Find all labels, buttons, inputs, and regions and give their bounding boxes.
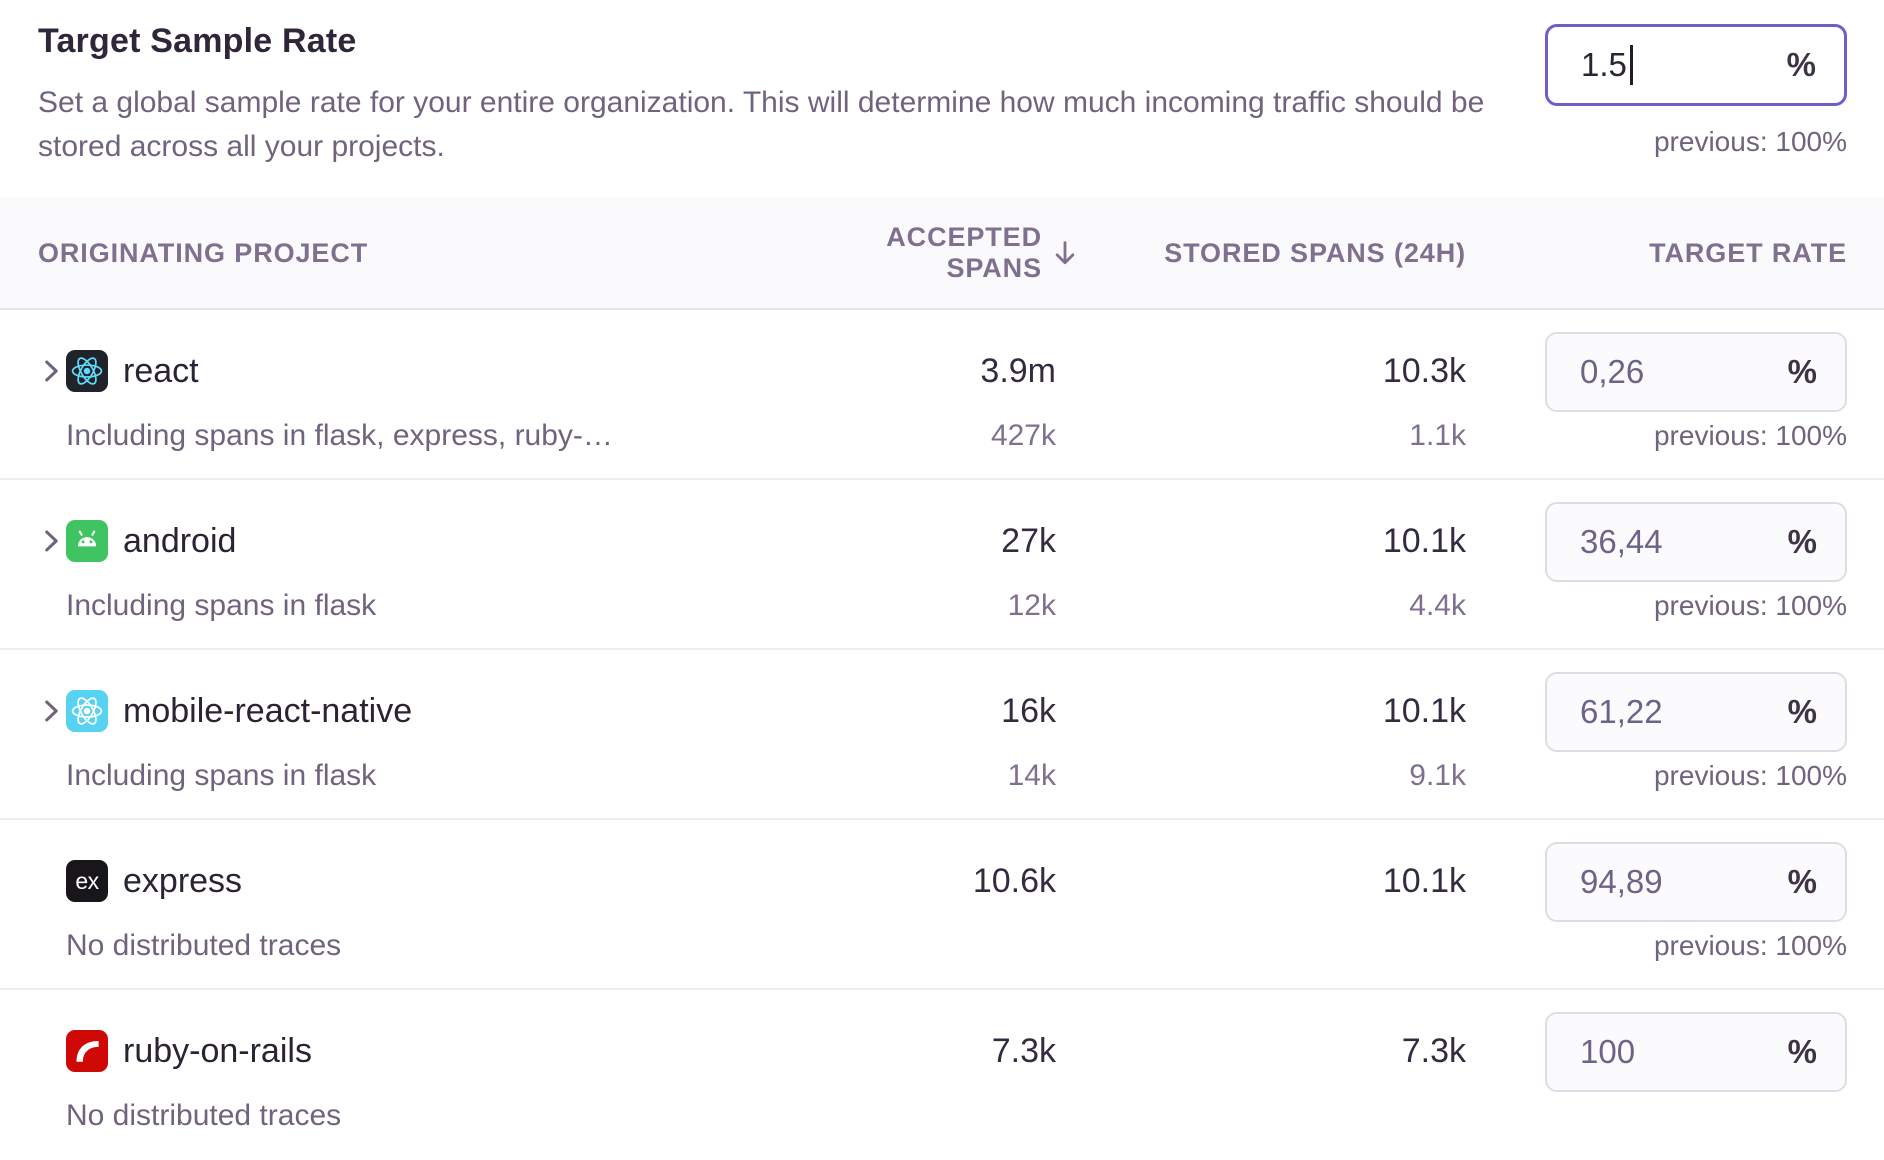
row-rate-value: 100	[1580, 1033, 1636, 1070]
row-subtext: Including spans in flask	[66, 589, 377, 622]
project-name: mobile-react-native	[123, 691, 413, 730]
row-target-rate-input[interactable]: 0,26 %	[1545, 332, 1847, 412]
expand-chevron-icon[interactable]	[38, 698, 66, 724]
table-row: android Including spans in flask 27k 12k…	[0, 480, 1884, 650]
global-sample-rate-value: 1.5	[1581, 46, 1627, 83]
row-rate-value: 61,22	[1580, 693, 1663, 730]
react-icon	[66, 350, 108, 392]
row-target-rate-input[interactable]: 61,22 %	[1545, 672, 1847, 752]
row-rate-value: 94,89	[1580, 863, 1663, 900]
row-rate-value: 0,26	[1580, 353, 1645, 390]
stored-spans-value: 7.3k	[1401, 1031, 1466, 1070]
express-icon: ex	[66, 860, 108, 902]
row-subtext: No distributed traces	[66, 1099, 342, 1132]
column-header-stored-spans: Stored Spans (24h)	[1164, 237, 1466, 268]
percent-suffix: %	[1787, 863, 1817, 900]
column-header-accepted-spans[interactable]: Accepted Spans	[826, 222, 1075, 284]
row-target-rate-input[interactable]: 100 %	[1545, 1012, 1847, 1092]
table-row: ruby-on-rails No distributed traces 7.3k…	[0, 990, 1884, 1160]
percent-suffix: %	[1787, 1033, 1817, 1070]
stored-spans-value: 10.1k	[1382, 691, 1466, 730]
project-name: express	[123, 861, 243, 900]
row-subtext: No distributed traces	[66, 929, 342, 962]
page-description: Set a global sample rate for your entire…	[38, 86, 1485, 163]
percent-suffix: %	[1786, 46, 1816, 83]
accepted-spans-subvalue: 14k	[1007, 759, 1056, 792]
stored-spans-value: 10.3k	[1382, 351, 1466, 390]
page-title: Target Sample Rate	[38, 22, 357, 60]
stored-spans-value: 10.1k	[1382, 861, 1466, 900]
row-previous-label: previous: 100%	[1653, 420, 1847, 451]
global-sample-rate-input[interactable]: 1.5 %	[1545, 24, 1847, 106]
table-row: react Including spans in flask, express,…	[0, 310, 1884, 480]
expand-chevron-icon[interactable]	[38, 528, 66, 554]
percent-suffix: %	[1787, 523, 1817, 560]
row-target-rate-input[interactable]: 36,44 %	[1545, 502, 1847, 582]
accepted-spans-value: 10.6k	[972, 861, 1056, 900]
target-sample-rate-section: Target Sample Rate Set a global sample r…	[0, 0, 1884, 198]
accepted-spans-value: 3.9m	[980, 351, 1056, 390]
previous-rate-label: previous: 100%	[1653, 126, 1847, 157]
row-rate-value: 36,44	[1580, 523, 1663, 560]
table-header: Originating Project Accepted Spans Store…	[0, 198, 1884, 310]
table-row: ex express No distributed traces 10.6k 1…	[0, 820, 1884, 990]
row-previous-label: previous: 100%	[1653, 760, 1847, 791]
row-previous-label: previous: 100%	[1653, 930, 1847, 961]
stored-spans-value: 10.1k	[1382, 521, 1466, 560]
text-cursor	[1629, 45, 1633, 85]
expand-chevron-icon[interactable]	[38, 358, 66, 384]
column-header-originating-project: Originating Project	[38, 237, 369, 268]
accepted-spans-value: 16k	[1001, 691, 1056, 730]
row-target-rate-input[interactable]: 94,89 %	[1545, 842, 1847, 922]
rails-icon	[66, 1030, 108, 1072]
percent-suffix: %	[1787, 353, 1817, 390]
row-subtext: Including spans in flask, express, ruby-…	[66, 419, 613, 452]
accepted-spans-subvalue: 12k	[1007, 589, 1056, 622]
stored-spans-subvalue: 4.4k	[1409, 589, 1466, 622]
accepted-spans-value: 7.3k	[991, 1031, 1056, 1070]
stored-spans-subvalue: 9.1k	[1409, 759, 1466, 792]
row-subtext: Including spans in flask	[66, 759, 377, 792]
accepted-spans-value: 27k	[1001, 521, 1056, 560]
project-rows: react Including spans in flask, express,…	[0, 310, 1884, 1160]
table-row: mobile-react-native Including spans in f…	[0, 650, 1884, 820]
android-icon	[66, 520, 108, 562]
stored-spans-subvalue: 1.1k	[1409, 419, 1466, 452]
percent-suffix: %	[1787, 693, 1817, 730]
project-name: ruby-on-rails	[123, 1031, 312, 1070]
sort-descending-icon	[1050, 238, 1080, 268]
column-header-target-rate: Target Rate	[1649, 237, 1847, 268]
project-name: android	[123, 521, 237, 560]
accepted-spans-subvalue: 427k	[990, 419, 1056, 452]
react-native-icon	[66, 690, 108, 732]
row-previous-label: previous: 100%	[1653, 590, 1847, 621]
project-name: react	[123, 351, 199, 390]
